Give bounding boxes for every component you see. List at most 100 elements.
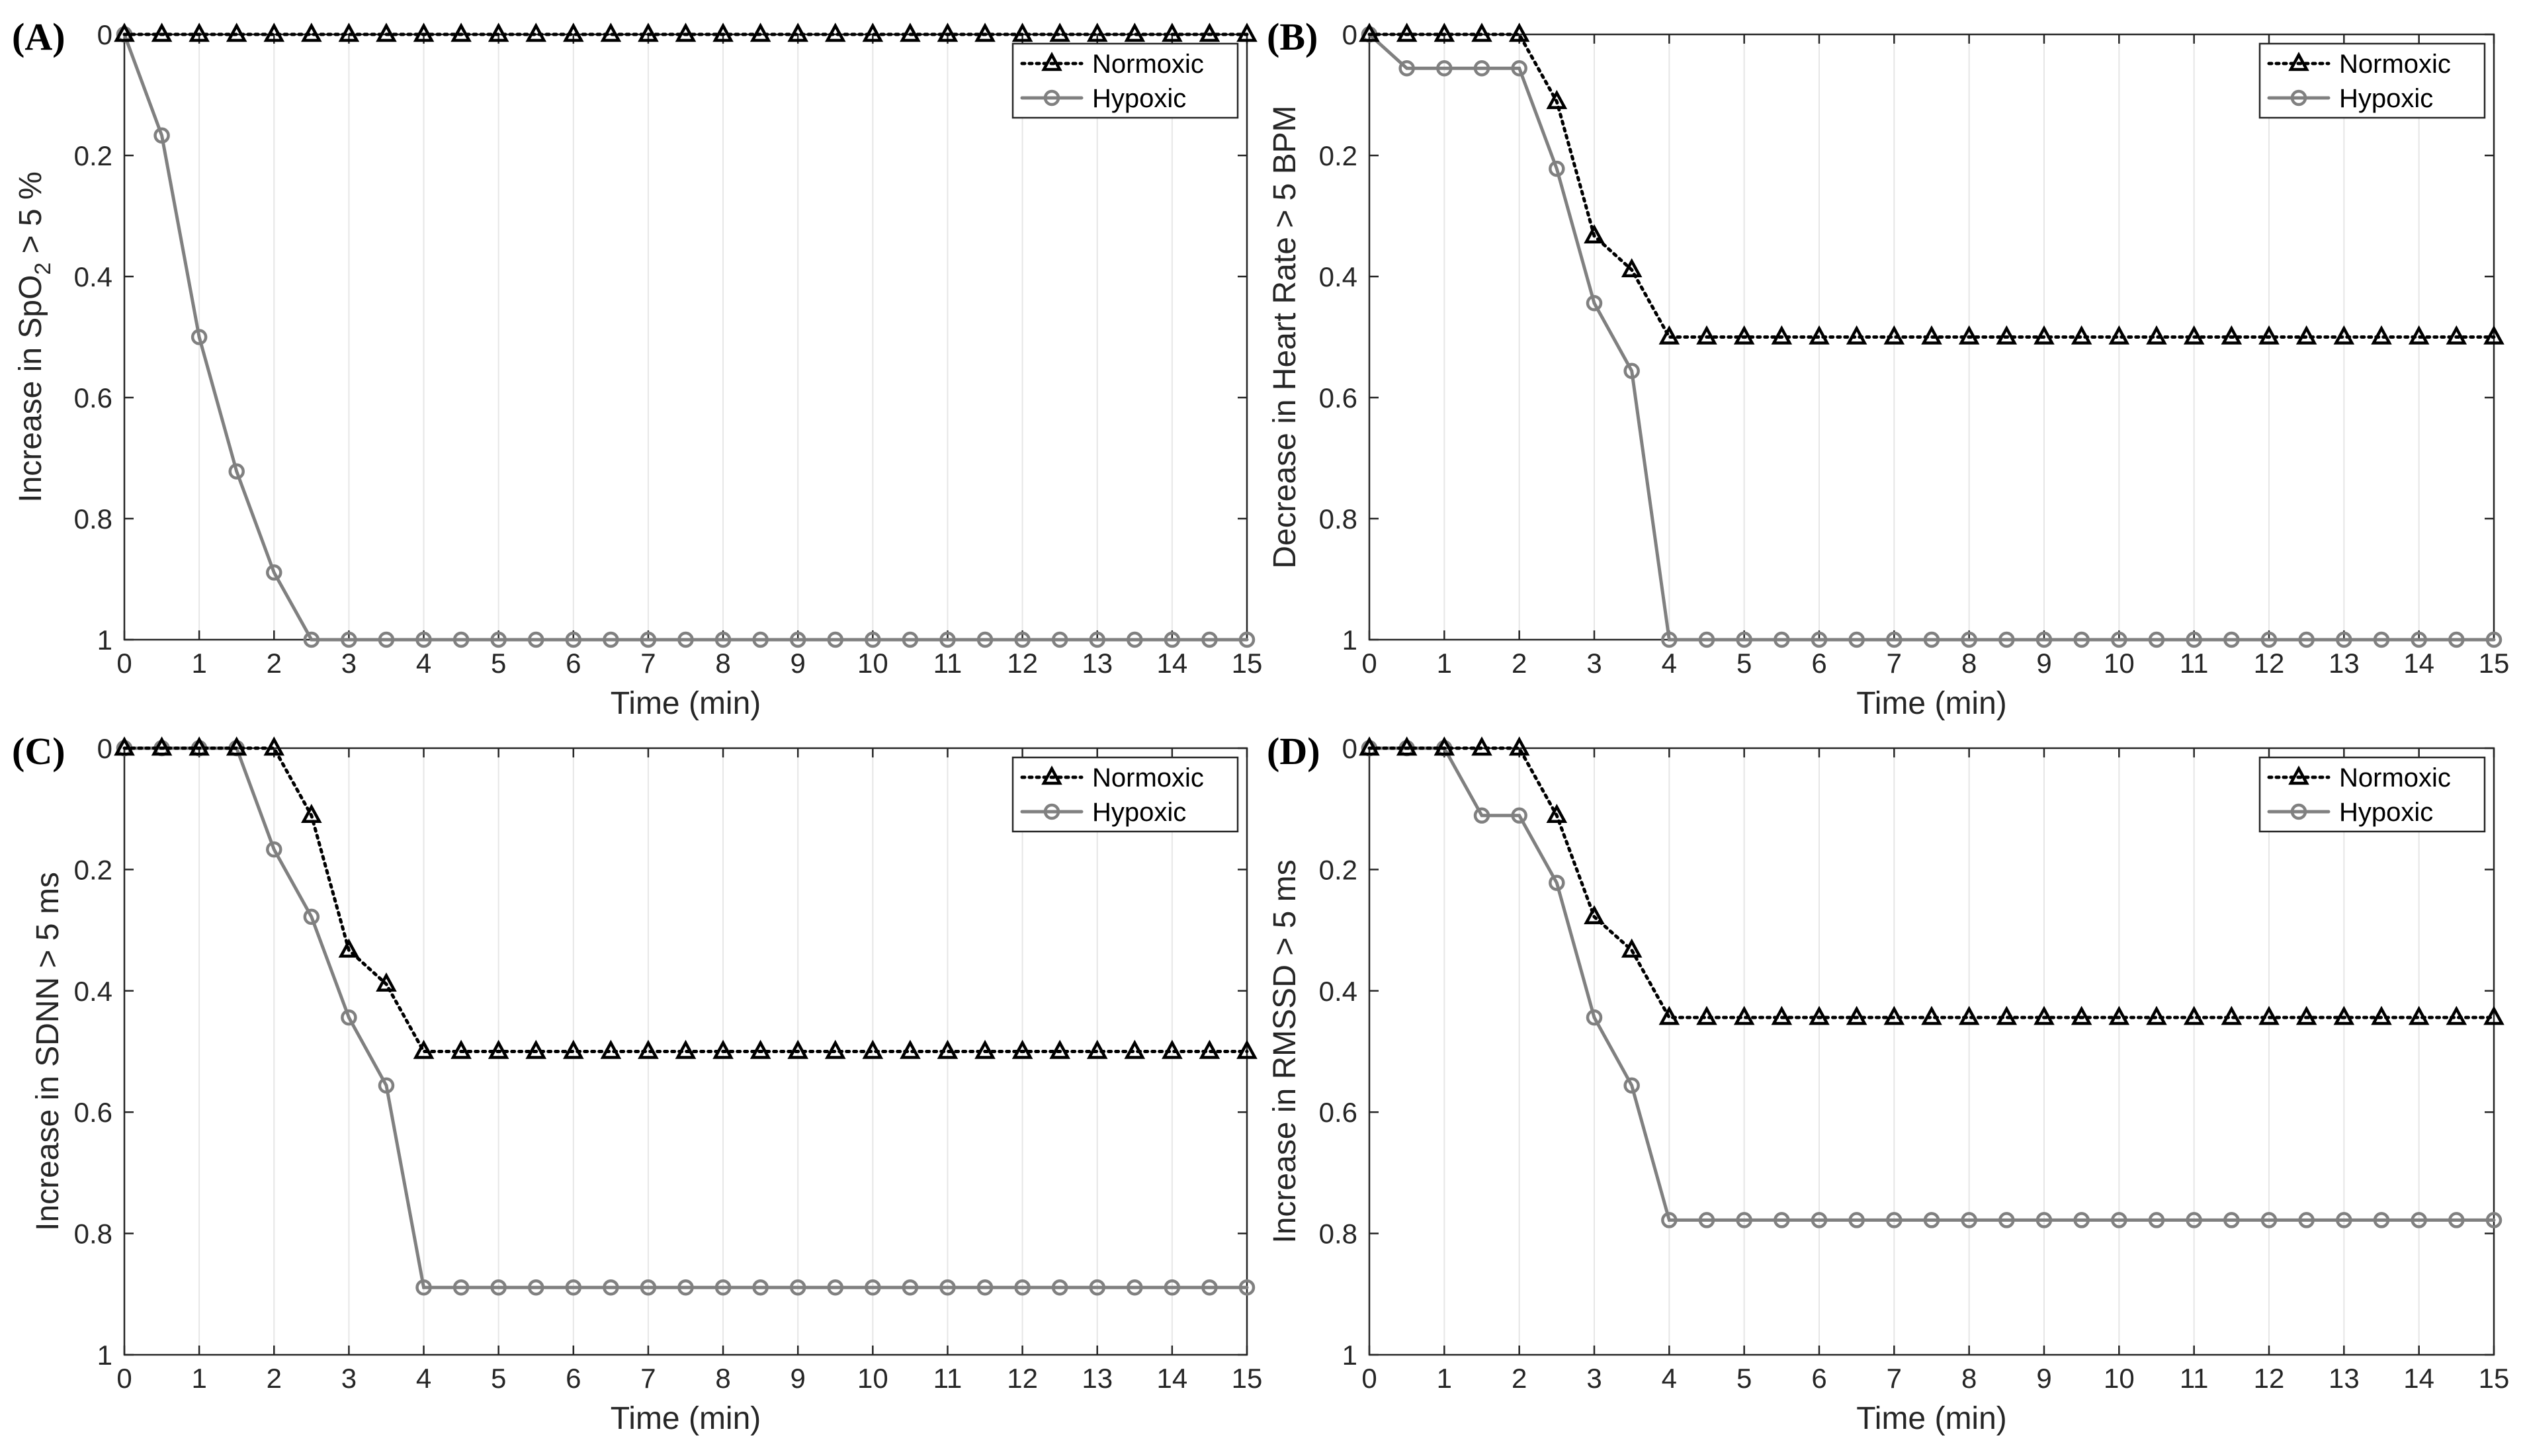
data-point-normoxic	[638, 1039, 659, 1059]
data-point-hypoxic	[452, 631, 470, 648]
series-line-normoxic	[122, 746, 1249, 1053]
data-point-hypoxic	[303, 631, 320, 648]
data-point-normoxic	[114, 736, 135, 756]
data-point-normoxic	[974, 22, 996, 42]
data-point-normoxic	[1434, 22, 1455, 42]
panel-letter: (A)	[12, 15, 65, 58]
y-axis-title: Increase in SpO2 > 5 %	[13, 171, 56, 503]
data-point-hypoxic	[1923, 1212, 1940, 1228]
x-tick-label: 0	[1361, 648, 1377, 679]
y-axis-title-part: Decrease in Heart Rate > 5 BPM	[1267, 105, 1303, 568]
legend-marker-normoxic	[1041, 765, 1062, 785]
y-tick-label: 0	[1342, 19, 1357, 50]
data-point-normoxic	[301, 804, 322, 824]
data-point-normoxic	[563, 22, 584, 42]
data-point-hypoxic	[341, 631, 357, 648]
data-point-normoxic	[638, 22, 659, 42]
y-axis-title-part: 2	[30, 263, 56, 275]
data-point-hypoxic	[2373, 1212, 2390, 1228]
x-tick-label: 9	[791, 1363, 806, 1394]
data-point-normoxic	[2183, 1006, 2205, 1025]
y-tick-label: 0.6	[74, 1097, 112, 1128]
data-point-hypoxic	[902, 1279, 919, 1296]
data-point-normoxic	[1809, 325, 1830, 345]
data-point-normoxic	[2333, 1006, 2355, 1025]
data-point-normoxic	[413, 1039, 435, 1059]
data-point-hypoxic	[714, 631, 732, 648]
data-point-hypoxic	[2148, 1212, 2165, 1228]
chart-panel-3: 0 1 2 3 4 5 6 7 8 9 10 11 12 13 14 1500.20.40.60.81Time…	[12, 730, 1262, 1436]
data-point-normoxic	[974, 1039, 996, 1059]
data-point-normoxic	[1658, 1006, 1680, 1025]
data-point-hypoxic	[2111, 1212, 2127, 1228]
x-tick-label: 13	[1082, 1363, 1113, 1394]
data-point-normoxic	[2183, 325, 2205, 345]
data-point-hypoxic	[2298, 1212, 2315, 1228]
panel-letter: (C)	[12, 730, 65, 773]
data-point-normoxic	[1809, 1006, 1830, 1025]
x-tick-label: 8	[1961, 1363, 1977, 1394]
x-tick-label: 12	[2254, 1363, 2285, 1394]
data-point-normoxic	[1359, 736, 1380, 756]
data-point-hypoxic	[2373, 631, 2390, 648]
y-tick-label: 0.6	[1319, 1097, 1357, 1128]
data-point-normoxic	[1396, 22, 1418, 42]
data-point-normoxic	[1958, 325, 1980, 345]
data-point-hypoxic	[153, 127, 170, 144]
data-point-normoxic	[189, 22, 210, 42]
data-point-hypoxic	[1201, 1279, 1218, 1296]
data-point-normoxic	[1584, 905, 1605, 925]
data-point-hypoxic	[1051, 631, 1068, 648]
data-point-normoxic	[2295, 325, 2317, 345]
data-point-hypoxic	[1811, 631, 1828, 648]
x-tick-label: 12	[2254, 648, 2285, 679]
data-point-hypoxic	[191, 329, 208, 345]
legend-label-normoxic: Normoxic	[2339, 50, 2451, 79]
legend-marker-normoxic	[2288, 52, 2309, 71]
data-point-normoxic	[1359, 22, 1380, 42]
data-point-normoxic	[263, 22, 285, 42]
data-point-hypoxic	[677, 1279, 694, 1296]
y-tick-label: 0.4	[74, 976, 112, 1007]
data-point-normoxic	[1049, 22, 1070, 42]
data-point-hypoxic	[976, 631, 994, 648]
x-tick-label: 0	[116, 648, 132, 679]
data-point-normoxic	[563, 1039, 584, 1059]
legend-label-hypoxic: Hypoxic	[2339, 84, 2433, 113]
data-point-normoxic	[862, 22, 884, 42]
y-tick-label: 0.8	[74, 503, 112, 535]
data-point-hypoxic	[2336, 1212, 2352, 1228]
data-point-normoxic	[263, 736, 285, 756]
data-point-normoxic	[338, 938, 360, 958]
data-point-normoxic	[1471, 736, 1492, 756]
x-tick-label: 2	[1512, 648, 1527, 679]
data-point-normoxic	[2108, 325, 2130, 345]
x-tick-label: 0	[1361, 1363, 1377, 1394]
chart-panel-2: 0 1 2 3 4 5 6 7 8 9 10 11 12 13 14 1500.20.40.60.81Time…	[1267, 15, 2509, 721]
x-tick-label: 14	[1157, 1363, 1188, 1394]
data-point-normoxic	[1546, 89, 1568, 109]
data-point-normoxic	[1086, 22, 1108, 42]
legend-marker-hypoxic	[1043, 89, 1060, 107]
x-axis-title: Time (min)	[611, 1401, 761, 1436]
data-point-hypoxic	[865, 1279, 881, 1296]
data-point-hypoxic	[2186, 631, 2202, 648]
y-axis-title-part: Increase in SpO	[13, 275, 48, 503]
data-point-hypoxic	[902, 631, 919, 648]
data-point-normoxic	[2258, 1006, 2280, 1025]
data-point-normoxic	[824, 22, 846, 42]
data-point-hypoxic	[1014, 631, 1031, 648]
data-point-hypoxic	[1961, 631, 1977, 648]
data-point-normoxic	[1846, 325, 1867, 345]
x-tick-label: 10	[857, 648, 888, 679]
panel-letter: (D)	[1267, 730, 1320, 773]
data-point-hypoxic	[827, 631, 844, 648]
data-point-normoxic	[1236, 22, 1258, 42]
data-point-hypoxic	[2485, 1212, 2503, 1228]
legend-label-hypoxic: Hypoxic	[1092, 798, 1186, 827]
data-point-normoxic	[226, 736, 247, 756]
data-point-hypoxic	[1848, 1212, 1865, 1228]
x-tick-label: 3	[1586, 1363, 1602, 1394]
x-axis-title: Time (min)	[1856, 1401, 2007, 1436]
data-point-normoxic	[2071, 325, 2092, 345]
